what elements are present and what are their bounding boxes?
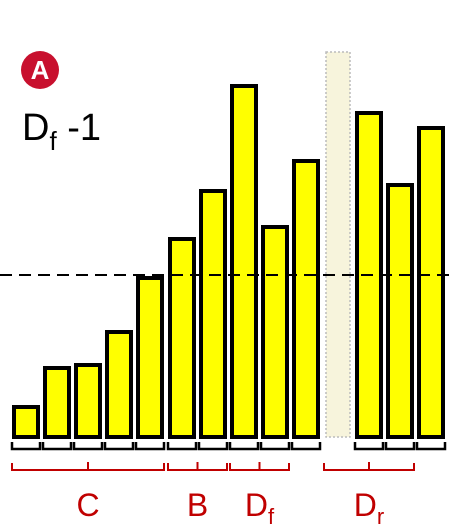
badge-circle bbox=[21, 51, 59, 89]
tick-marks bbox=[10, 442, 447, 451]
bar-10 bbox=[292, 159, 320, 439]
badge: A bbox=[21, 51, 59, 89]
bar-4 bbox=[105, 330, 133, 439]
bar-13 bbox=[386, 183, 414, 439]
bar-5 bbox=[136, 276, 164, 439]
group-label-3: Df bbox=[245, 487, 275, 525]
bar-14 bbox=[417, 126, 445, 439]
group-brackets: C B Df Dr bbox=[11, 462, 415, 525]
bar-3 bbox=[74, 363, 102, 439]
group-label-2: B bbox=[187, 487, 208, 523]
ghost-column bbox=[325, 51, 351, 438]
group-label-main: D bbox=[354, 487, 377, 523]
title-main: D bbox=[22, 107, 49, 149]
bar-8 bbox=[230, 84, 258, 439]
bracket-3 bbox=[229, 462, 290, 471]
group-label-sub: r bbox=[377, 504, 384, 525]
panel-title: Df -1 bbox=[22, 107, 101, 156]
title-suffix: -1 bbox=[57, 107, 101, 149]
group-label-4: Dr bbox=[354, 487, 384, 525]
group-label-main: B bbox=[187, 487, 208, 523]
group-label-1: C bbox=[76, 487, 99, 523]
bar-7 bbox=[199, 189, 227, 439]
group-label-main: D bbox=[245, 487, 268, 523]
group-label-main: C bbox=[76, 487, 99, 523]
bar-9 bbox=[261, 225, 289, 439]
group-label-sub: f bbox=[268, 504, 275, 525]
bracket-1 bbox=[11, 462, 165, 471]
bars-group bbox=[12, 51, 445, 439]
bracket-2 bbox=[167, 462, 228, 471]
tick-path bbox=[10, 442, 447, 451]
title-sub: f bbox=[49, 126, 57, 156]
bar-1 bbox=[12, 405, 40, 439]
badge-letter: A bbox=[31, 55, 50, 85]
bar-6 bbox=[168, 237, 196, 439]
bar-2 bbox=[43, 366, 71, 439]
bracket-4 bbox=[323, 462, 415, 471]
